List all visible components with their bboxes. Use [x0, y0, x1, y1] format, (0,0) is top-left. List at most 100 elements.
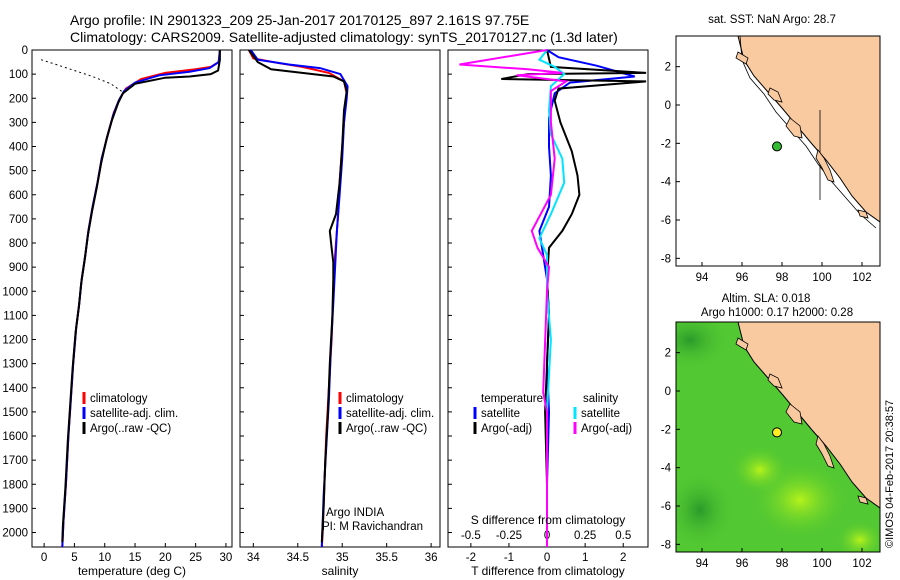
- y-tick-label: 1000: [2, 286, 28, 298]
- sst-map: [676, 36, 880, 266]
- difference-chart: -2 -1 0 1 2-0.5 -0.25 0 0.25 0.5: [448, 49, 647, 564]
- y-tick-label: 600: [9, 190, 28, 202]
- y-tick-label: 1500: [2, 407, 28, 419]
- island-nias: [767, 373, 783, 389]
- imos-timestamp: ©IMOS 04-Feb-2017 20:38:57: [884, 400, 896, 548]
- island-enggano: [857, 495, 869, 505]
- salinity-panel: [239, 49, 441, 548]
- legend-t-argo: Argo(-adj): [481, 423, 532, 435]
- y-tick-label: 800: [9, 238, 28, 250]
- series-line: [40, 59, 124, 93]
- y-tick-label: 300: [9, 117, 28, 129]
- map-y-tick-label: -2: [661, 138, 671, 150]
- x-tick-label: 20: [159, 552, 172, 564]
- map-y-tick-label: -8: [661, 253, 671, 265]
- map-x-tick-label: 94: [696, 558, 709, 570]
- series-line: [501, 49, 647, 547]
- legend-climatology: climatology: [346, 393, 404, 405]
- map-y-tick-label: -6: [661, 501, 671, 513]
- legend-argo: Argo(..raw -QC): [346, 423, 427, 435]
- series-line: [61, 50, 221, 543]
- difference-s-label: S difference from climatology: [471, 513, 626, 527]
- map-x-tick-label: 100: [812, 558, 831, 570]
- legend-climatology: climatology: [90, 393, 148, 405]
- difference-xlabel: T difference from climatology: [471, 564, 625, 578]
- y-tick-label: 200: [9, 93, 28, 105]
- legend-s-satellite: satellite: [581, 408, 620, 420]
- x-tick-label: 35.5: [375, 552, 397, 564]
- legend-s-argo: Argo(-adj): [581, 423, 632, 435]
- legend-salinity-heading: salinity: [583, 393, 618, 405]
- map-x-tick-label: 102: [852, 558, 871, 570]
- map-x-tick-label: 100: [812, 272, 831, 284]
- s-diff-tick-label: 0.25: [574, 530, 596, 542]
- map-x-tick-label: 96: [736, 558, 749, 570]
- island-simeulue: [735, 51, 749, 65]
- map-x-tick-label: 96: [736, 272, 749, 284]
- argo-pi-label: PI: M Ravichandran: [322, 521, 423, 533]
- x-tick-label: 5: [71, 552, 77, 564]
- sla-map-axes: 94 96 98 100 102 -8 -6 -4 -2 0 2: [661, 348, 872, 570]
- sst-map-frame: [675, 35, 881, 267]
- y-tick-label: 1800: [2, 479, 28, 491]
- header-line2: Climatology: CARS2009. Satellite-adjuste…: [70, 29, 618, 45]
- map-y-tick-label: -2: [661, 424, 671, 436]
- temperature-xlabel: temperature (deg C): [78, 564, 186, 578]
- x-tick-label: 1: [582, 552, 588, 564]
- x-tick-label: -2: [466, 552, 476, 564]
- sla-map-title-2: Argo h1000: 0.17 h2000: 0.28: [701, 307, 853, 319]
- y-tick-label: 1900: [2, 503, 28, 515]
- x-tick-label: -1: [504, 552, 514, 564]
- map-y-tick-label: 0: [665, 386, 671, 398]
- header-line1: Argo profile: IN 2901323_209 25-Jan-2017…: [70, 12, 529, 28]
- s-diff-tick-label: -0.25: [496, 530, 522, 542]
- legend-satellite: satellite-adj. clim.: [90, 408, 178, 420]
- island-siberut: [785, 403, 803, 425]
- x-tick-label: 2: [620, 552, 626, 564]
- x-tick-label: 25: [189, 552, 202, 564]
- y-tick-label: 1300: [2, 359, 28, 371]
- argo-position-marker: [772, 141, 782, 152]
- temperature-panel: [31, 49, 233, 548]
- legend-satellite: satellite-adj. clim.: [346, 408, 434, 420]
- map-x-tick-label: 94: [696, 272, 709, 284]
- y-tick-label: 900: [9, 262, 28, 274]
- map-y-tick-label: -8: [661, 539, 671, 551]
- x-tick-label: 0: [544, 552, 550, 564]
- map-y-tick-label: -4: [661, 177, 672, 189]
- series-line: [459, 49, 570, 547]
- y-tick-label: 1400: [2, 383, 28, 395]
- sla-map-frame: [675, 321, 881, 553]
- map-y-tick-label: 2: [665, 348, 671, 360]
- salinity-chart: 34 34.5 35 35.5 36: [240, 49, 438, 564]
- difference-legend: temperature satellite Argo(-adj) salinit…: [473, 393, 632, 435]
- island-mentawai: [815, 435, 835, 469]
- x-tick-label: 35: [336, 552, 349, 564]
- salinity-legend: climatology satellite-adj. clim. Argo(..…: [338, 392, 434, 435]
- island-siberut: [785, 117, 803, 139]
- x-tick-label: 34.5: [287, 552, 309, 564]
- s-diff-tick-label: -0.5: [461, 530, 481, 542]
- map-y-tick-label: 0: [665, 100, 671, 112]
- map-y-tick-label: -6: [661, 215, 671, 227]
- island-nias: [767, 87, 783, 103]
- map-x-tick-label: 102: [852, 272, 871, 284]
- sst-map-axes: 94 96 98 100 102 -8 -6 -4 -2 0 2: [661, 62, 872, 284]
- y-tick-label: 700: [9, 214, 28, 226]
- x-tick-label: 10: [98, 552, 111, 564]
- sst-map-title: sat. SST: NaN Argo: 28.7: [708, 14, 836, 26]
- y-tick-label: 1100: [3, 310, 28, 322]
- temperature-legend: climatology satellite-adj. clim. Argo(..…: [82, 392, 178, 435]
- x-tick-label: 15: [129, 552, 142, 564]
- legend-argo: Argo(..raw -QC): [90, 423, 171, 435]
- island-simeulue: [735, 337, 749, 351]
- argo-india-label: Argo INDIA: [326, 507, 384, 519]
- x-tick-label: 34: [247, 552, 260, 564]
- salinity-xlabel: salinity: [322, 564, 359, 578]
- y-tick-label: 100: [9, 69, 28, 81]
- x-tick-label: 0: [41, 552, 47, 564]
- y-tick-label: 1700: [2, 455, 28, 467]
- y-tick-label: 400: [9, 142, 28, 154]
- y-tick-label: 2000: [2, 528, 28, 540]
